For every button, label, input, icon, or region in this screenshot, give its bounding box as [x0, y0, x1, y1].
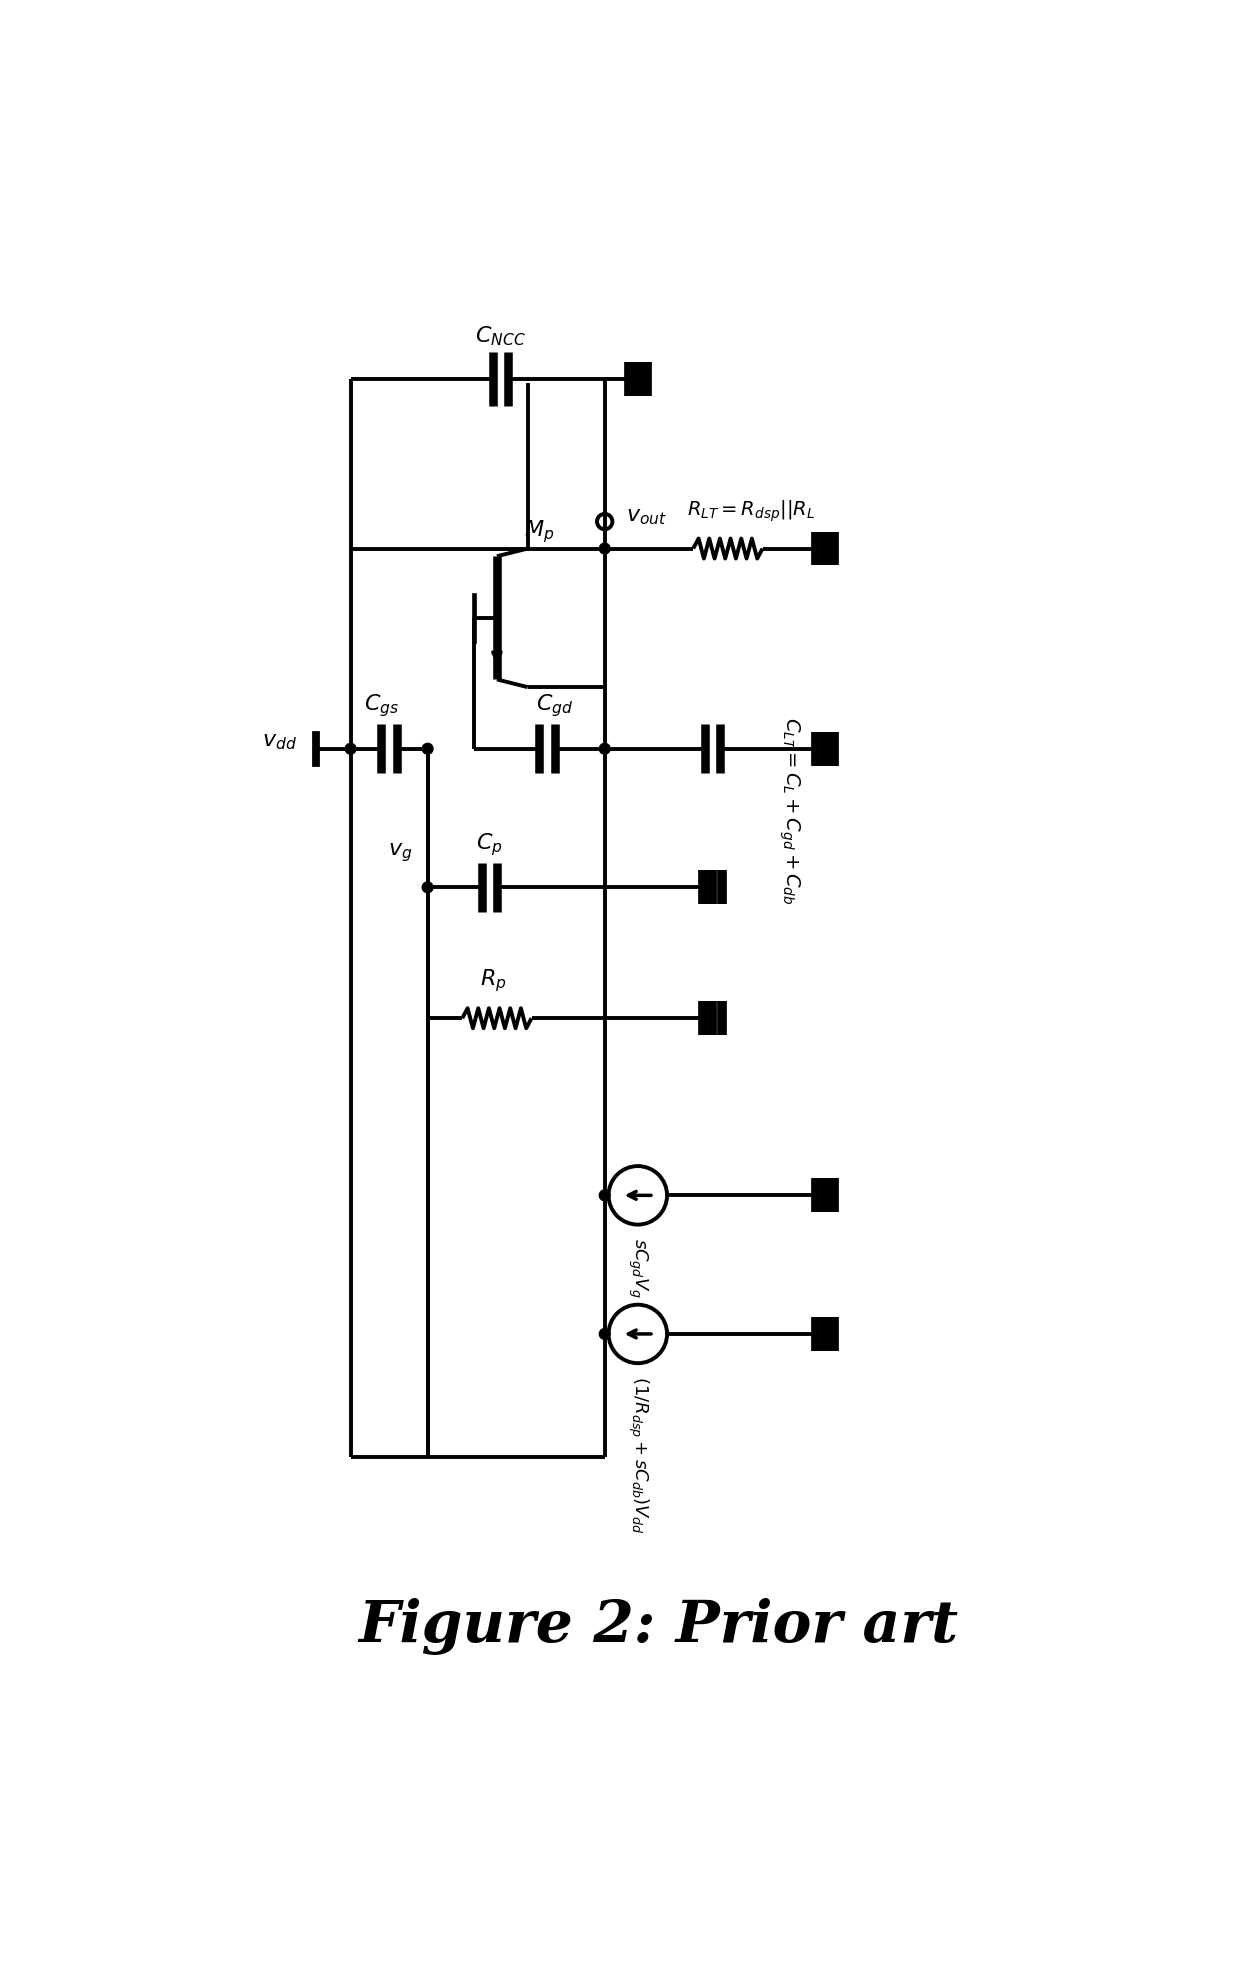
Circle shape [345, 743, 356, 755]
Text: $sC_{gd}V_g$: $sC_{gd}V_g$ [626, 1239, 650, 1298]
Circle shape [599, 743, 610, 755]
Text: Figure 2: Prior art: Figure 2: Prior art [358, 1598, 959, 1655]
Text: $C_{LT}=C_L+C_{gd}+C_{db}$: $C_{LT}=C_L+C_{gd}+C_{db}$ [777, 718, 802, 904]
Text: $R_{LT}=R_{dsp}||R_L$: $R_{LT}=R_{dsp}||R_L$ [687, 499, 815, 523]
Circle shape [422, 883, 433, 893]
Text: $C_{gs}$: $C_{gs}$ [363, 692, 399, 720]
Text: $(1/R_{dsp}+sC_{db})V_{dd}$: $(1/R_{dsp}+sC_{db})V_{dd}$ [626, 1376, 650, 1533]
Circle shape [599, 1189, 610, 1201]
Text: $v_g$: $v_g$ [388, 841, 413, 865]
Text: $C_p$: $C_p$ [476, 832, 502, 857]
Text: $v_{dd}$: $v_{dd}$ [262, 729, 296, 753]
Circle shape [599, 1329, 610, 1339]
Text: $v_{out}$: $v_{out}$ [626, 505, 667, 527]
Text: $C_{NCC}$: $C_{NCC}$ [475, 324, 526, 348]
Text: $M_p$: $M_p$ [523, 517, 554, 545]
Text: $R_p$: $R_p$ [480, 967, 506, 993]
Circle shape [599, 543, 610, 554]
Text: $C_{gd}$: $C_{gd}$ [536, 692, 573, 720]
Circle shape [422, 743, 433, 755]
